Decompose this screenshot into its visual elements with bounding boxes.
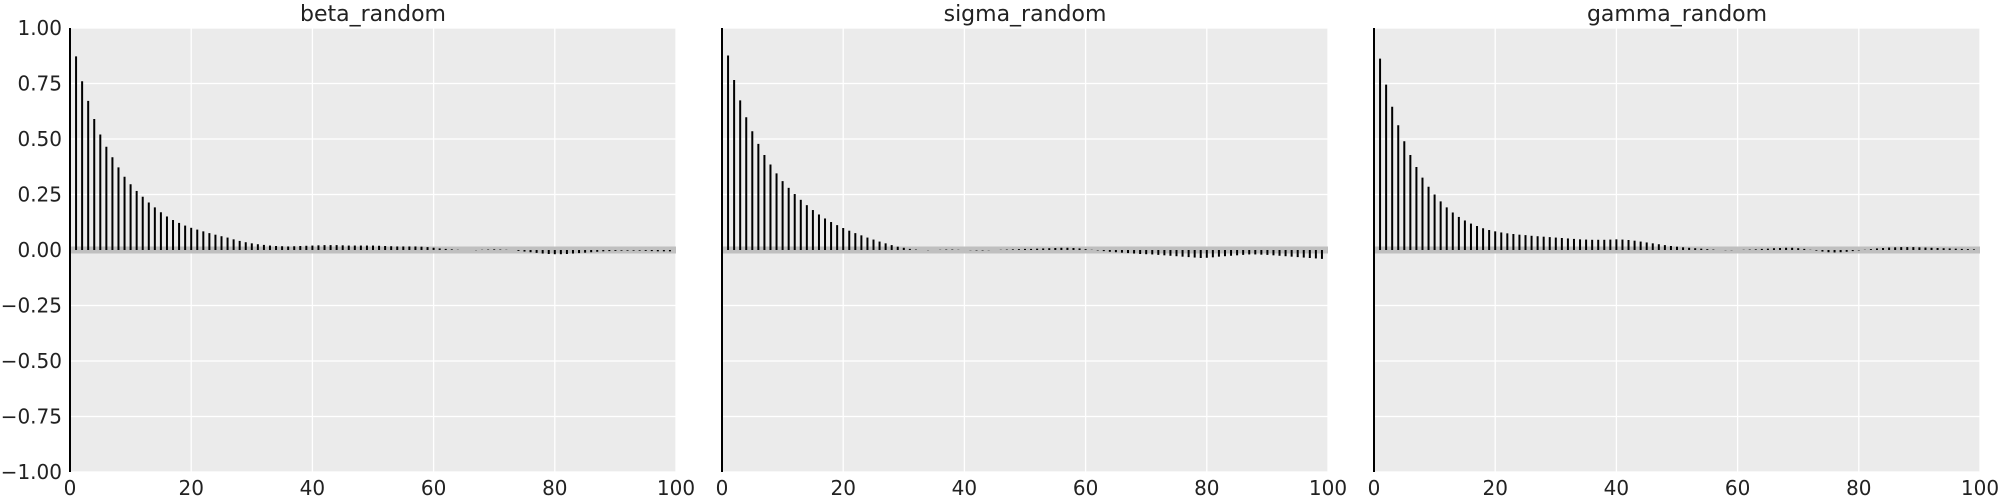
x-tick-label: 100 [657,476,695,500]
x-tick-label: 40 [300,476,325,500]
y-tick-label: 0.50 [17,127,62,151]
x-tick-label: 80 [542,476,567,500]
panel-title: beta_random [300,2,446,27]
x-axis-ticks: 0 20 40 60 80 100 [1368,476,1999,500]
x-tick-label: 40 [1604,476,1629,500]
y-tick-label: 0.00 [17,238,62,262]
x-tick-label: 0 [1368,476,1381,500]
y-tick-label: 0.75 [17,72,62,96]
y-tick-label: −0.25 [1,294,62,318]
x-tick-label: 100 [1961,476,1999,500]
y-tick-label: −0.50 [1,349,62,373]
x-axis-ticks: 0 20 40 60 80 100 [64,476,695,500]
y-tick-label: −0.75 [1,405,62,429]
panel-beta-random: beta_random 0 20 40 60 80 100 1.00 0.75 0.50 0.2… [1,2,695,500]
y-axis-ticks: 1.00 0.75 0.50 0.25 0.00 −0.25 −0.50 −0.75 −1.00 [1,16,62,484]
y-tick-label: 1.00 [17,16,62,40]
x-tick-label: 60 [1725,476,1750,500]
x-tick-label: 40 [952,476,977,500]
x-tick-label: 20 [1482,476,1507,500]
x-tick-label: 100 [1309,476,1347,500]
x-tick-label: 20 [178,476,203,500]
y-tick-label: 0.25 [17,183,62,207]
x-axis-ticks: 0 20 40 60 80 100 [716,476,1347,500]
panel-sigma-random: sigma_random 0 20 40 60 80 100 [716,2,1347,500]
panel-title: sigma_random [944,2,1107,27]
panel-title: gamma_random [1587,2,1767,27]
x-tick-label: 80 [1846,476,1871,500]
x-tick-label: 20 [830,476,855,500]
panel-gamma-random: gamma_random 0 20 40 60 80 100 [1368,2,1999,500]
x-tick-label: 80 [1194,476,1219,500]
x-tick-label: 0 [64,476,77,500]
x-tick-label: 0 [716,476,729,500]
x-tick-label: 60 [1073,476,1098,500]
y-tick-label: −1.00 [1,460,62,484]
x-tick-label: 60 [421,476,446,500]
